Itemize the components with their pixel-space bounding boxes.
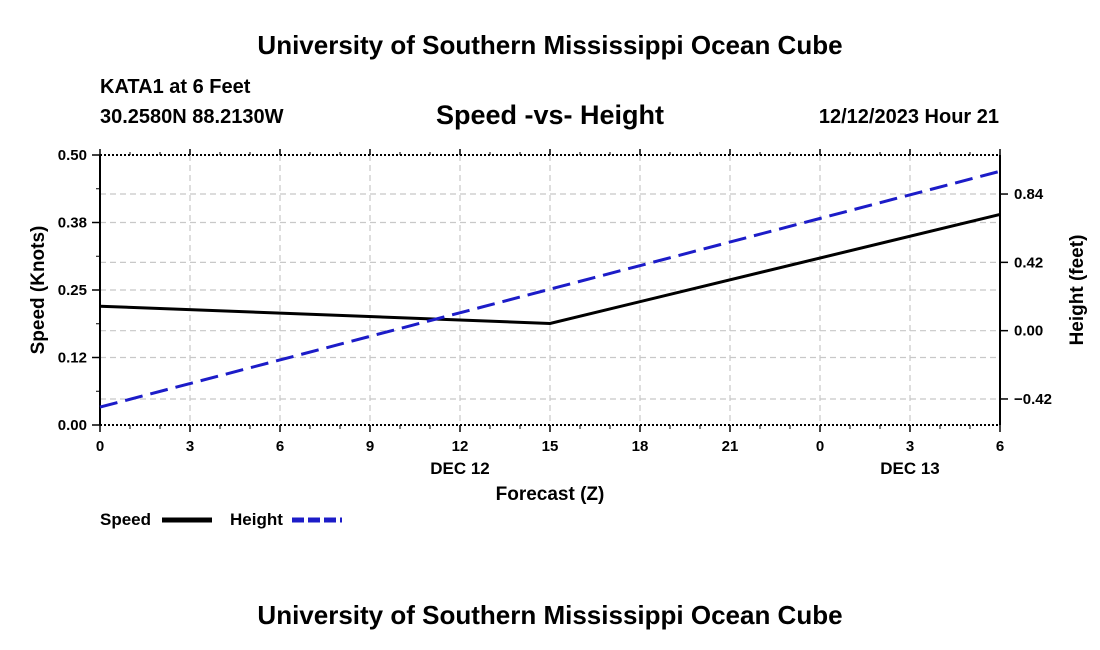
forecast-datetime: 12/12/2023 Hour 21: [818, 106, 999, 128]
y-tick-label: 0.25: [58, 282, 87, 299]
station-coordinates: 30.2580N 88.2130W: [100, 106, 284, 128]
x-tick-label: 0: [816, 438, 824, 455]
page-title: University of Southern Mississippi Ocean…: [257, 30, 843, 60]
y2-axis-title: Height (feet): [1067, 235, 1088, 346]
x-tick-label: 6: [276, 438, 284, 455]
x-tick-label: 6: [996, 438, 1004, 455]
x-tick-label: 0: [96, 438, 104, 455]
x-tick-label: 15: [542, 438, 559, 455]
y2-tick-label: 0.84: [1014, 186, 1044, 203]
x-tick-label: 3: [186, 438, 194, 455]
y2-tick-label: −0.42: [1014, 391, 1052, 408]
x-date-label: DEC 13: [880, 459, 940, 478]
y-tick-label: 0.12: [58, 350, 87, 367]
y-axis-title: Speed (Knots): [28, 226, 49, 355]
y2-tick-label: 0.00: [1014, 323, 1043, 340]
y-tick-label: 0.38: [58, 215, 87, 232]
x-tick-label: 3: [906, 438, 914, 455]
x-tick-label: 12: [452, 438, 469, 455]
x-tick-label: 21: [722, 438, 739, 455]
chart-title: Speed -vs- Height: [435, 100, 665, 130]
y2-tick-label: 0.42: [1014, 254, 1043, 271]
footer-title: University of Southern Mississippi Ocean…: [257, 600, 843, 630]
legend-label: Height: [230, 510, 283, 529]
y-tick-label: 0.00: [58, 417, 87, 434]
x-date-label: DEC 12: [430, 459, 490, 478]
x-tick-label: 9: [366, 438, 374, 455]
legend-label: Speed: [100, 510, 151, 529]
station-label: KATA1 at 6 Feet: [100, 76, 251, 98]
x-axis-title: Forecast (Z): [496, 484, 605, 505]
y-tick-label: 0.50: [58, 147, 87, 164]
x-tick-label: 18: [632, 438, 649, 455]
series-line-speed: [99, 212, 1001, 325]
